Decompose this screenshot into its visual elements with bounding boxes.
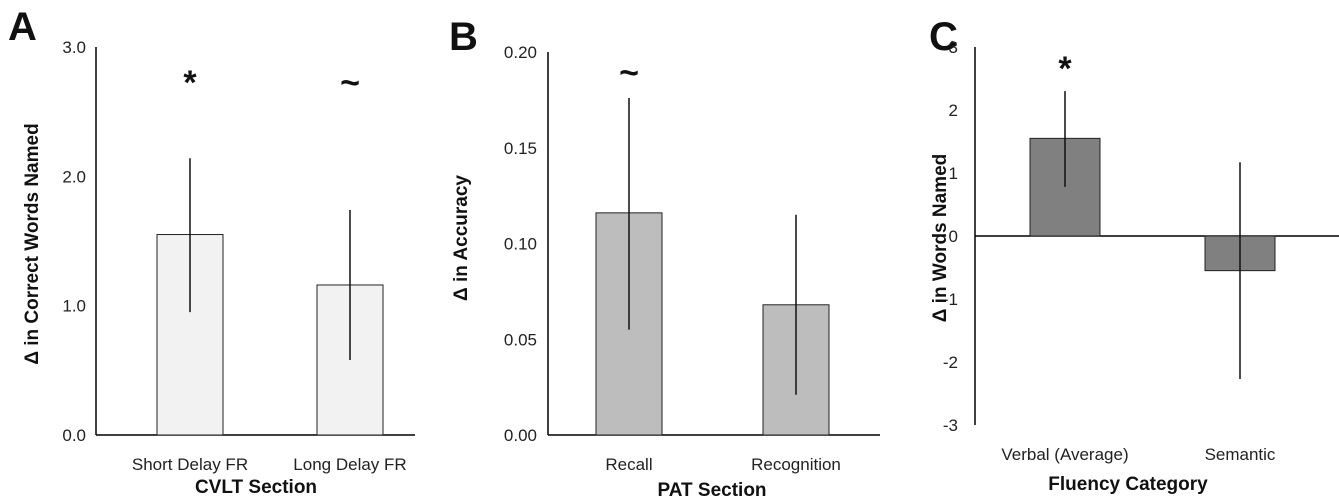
x-axis-title: CVLT Section [195,477,317,498]
x-tick-label: Verbal (Average) [1001,445,1128,464]
y-tick-label: 0.15 [504,139,537,158]
x-tick-label: Recall [605,455,652,474]
y-tick-label: 0.20 [504,43,537,62]
chart-panel-a: A 0.0 1.0 2.0 3.0 * Short Delay FR ~ Long Delay … [8,5,415,498]
panel-letter: A [8,5,37,49]
y-tick-label: 2 [949,101,958,120]
significance-marker: * [183,64,197,102]
y-tick-label: 0.0 [62,426,86,445]
y-axis-title: Δ in Accuracy [451,175,472,301]
y-tick-label: 1 [949,164,958,183]
y-tick-label: 3.0 [62,38,86,57]
significance-marker: * [1058,50,1072,88]
y-axis-title: Δ in Correct Words Named [22,123,43,364]
x-tick-label: Short Delay FR [132,455,248,474]
x-tick-label: Recognition [751,455,841,474]
y-tick-label: 2.0 [62,167,86,186]
y-tick-label: 1.0 [62,297,86,316]
significance-marker: ~ [619,54,639,92]
x-tick-label: Semantic [1205,445,1276,464]
x-axis-title: PAT Section [657,480,766,501]
chart-panel-c: C -3 -2 -1 0 1 2 3 * Verbal (Average) Semantic Flue… [929,15,1339,495]
x-axis-title: Fluency Category [1048,474,1208,495]
y-tick-label: 0 [949,227,958,246]
y-tick-label: 3 [949,38,958,57]
y-tick-label: -2 [943,353,958,372]
panel-letter: C [929,15,958,59]
chart-panel-b: B 0.00 0.05 0.10 0.15 0.20 ~ Recall Recognition P… [449,15,880,501]
panel-letter: B [449,15,478,59]
x-tick-label: Long Delay FR [293,455,406,474]
y-tick-label: -1 [943,290,958,309]
y-tick-label: 0.10 [504,235,537,254]
y-tick-label: 0.05 [504,330,537,349]
y-axis-title: Δ in Words Named [930,154,951,323]
y-tick-label: -3 [943,416,958,435]
y-tick-label: 0.00 [504,426,537,445]
significance-marker: ~ [340,64,360,102]
